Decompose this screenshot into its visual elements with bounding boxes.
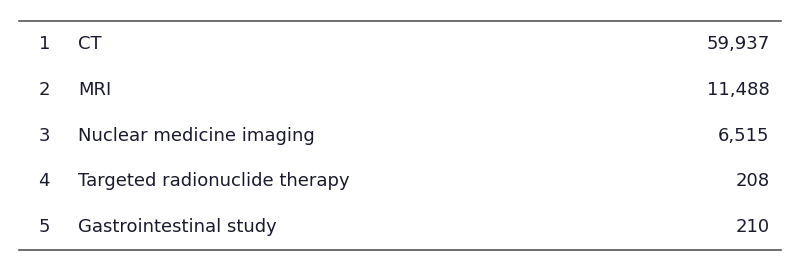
- Text: 59,937: 59,937: [706, 35, 770, 53]
- Text: Targeted radionuclide therapy: Targeted radionuclide therapy: [78, 172, 350, 190]
- Text: Gastrointestinal study: Gastrointestinal study: [78, 218, 277, 236]
- Text: Nuclear medicine imaging: Nuclear medicine imaging: [78, 127, 315, 145]
- Text: MRI: MRI: [78, 81, 111, 99]
- Text: CT: CT: [78, 35, 102, 53]
- Text: 6,515: 6,515: [718, 127, 770, 145]
- Text: 1: 1: [38, 35, 50, 53]
- Text: 5: 5: [38, 218, 50, 236]
- Text: 2: 2: [38, 81, 50, 99]
- Text: 11,488: 11,488: [706, 81, 770, 99]
- Text: 208: 208: [735, 172, 770, 190]
- Text: 4: 4: [38, 172, 50, 190]
- Text: 210: 210: [735, 218, 770, 236]
- Text: 3: 3: [38, 127, 50, 145]
